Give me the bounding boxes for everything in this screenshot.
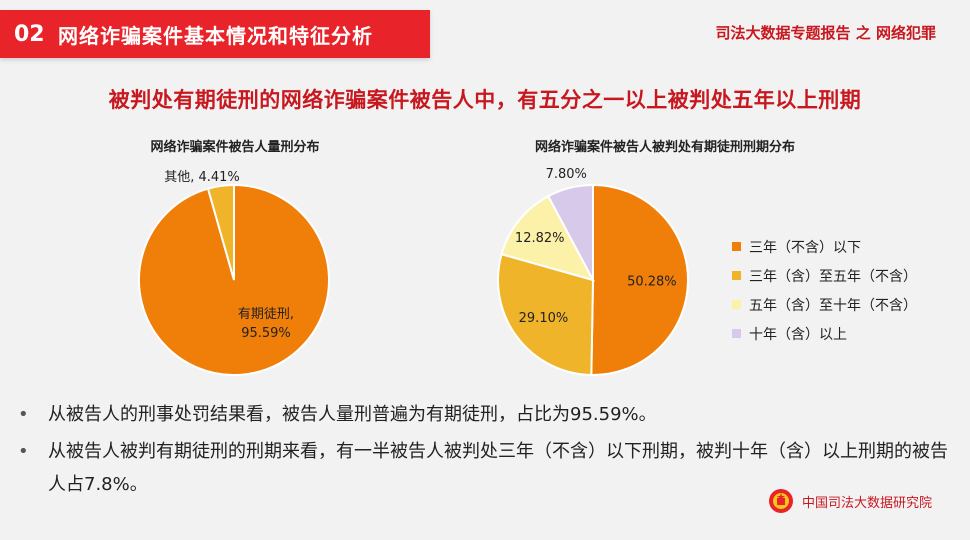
legend-label: 三年（不含）以下 — [749, 239, 861, 256]
bullet-text: 从被告人的刑事处罚结果看，被告人量刑普遍为有期徒刑，占比为95.59%。 — [48, 404, 657, 425]
legend-item: 十年（含）以上 — [732, 319, 917, 348]
bullet-dot-icon: • — [18, 441, 29, 462]
pie-slice — [497, 252, 595, 377]
pie-slice — [206, 183, 235, 281]
headline: 被判处有期徒刑的网络诈骗案件被告人中，有五分之一以上被判处五年以上刑期 — [108, 88, 862, 112]
legend-item: 三年（含）至五年（不含） — [732, 261, 917, 290]
section-number: 02 — [14, 21, 45, 47]
legend-swatch — [732, 271, 741, 280]
bullet-list: • 从被告人的刑事处罚结果看，被告人量刑普遍为有期徒刑，占比为95.59%。 •… — [18, 398, 948, 505]
chart1-title: 网络诈骗案件被告人量刑分布 — [150, 140, 320, 155]
pie-chart-sentencing: 有期徒刑, 95.59% 其他, 4.41% — [138, 170, 330, 376]
legend-label: 五年（含）至十年（不含） — [749, 297, 917, 314]
pie-chart-term-length: 50.28% 29.10% 12.82% 7.80% — [497, 167, 689, 377]
legend-item: 三年（不含）以下 — [732, 232, 917, 261]
pie-slice-value: 95.59% — [241, 326, 291, 341]
bullet-text: 从被告人被判有期徒刑的刑期来看，有一半被告人被判处三年（不含）以下刑期，被判十年… — [48, 441, 948, 495]
chart2-title: 网络诈骗案件被告人被判处有期徒刑刑期分布 — [534, 140, 795, 155]
org-name: 中国司法大数据研究院 — [801, 495, 932, 511]
bullet-item: • 从被告人的刑事处罚结果看，被告人量刑普遍为有期徒刑，占比为95.59%。 — [18, 398, 948, 431]
legend-label: 三年（含）至五年（不含） — [749, 268, 917, 285]
bullet-dot-icon: • — [18, 404, 29, 425]
pie-slice — [546, 183, 594, 281]
pie-slice-label: 有期徒刑, — [238, 307, 294, 322]
court-emblem-icon — [768, 489, 793, 513]
section-header: 02 网络诈骗案件基本情况和特征分析 — [0, 10, 430, 58]
pie-slice-label: 7.80% — [546, 167, 587, 182]
pie-slice — [500, 194, 595, 282]
bullet-item: • 从被告人被判有期徒刑的刑期来看，有一半被告人被判处三年（不含）以下刑期，被判… — [18, 435, 948, 501]
pie-slice-label: 50.28% — [627, 275, 677, 290]
pie-slice-label: 其他, 4.41% — [164, 170, 240, 185]
org-footer: 中国司法大数据研究院 — [768, 488, 932, 514]
pie-slice-label: 29.10% — [519, 311, 569, 326]
legend-label: 十年（含）以上 — [749, 326, 847, 343]
chart2-legend: 三年（不含）以下三年（含）至五年（不含） 五年（含）至十年（不含） 十年（含）以上 — [732, 232, 917, 348]
pie-slice — [590, 183, 689, 376]
pie-slice-label: 12.82% — [515, 231, 565, 246]
report-tag: 司法大数据专题报告 之 网络犯罪 — [715, 24, 936, 42]
legend-item: 五年（含）至十年（不含） — [732, 290, 917, 319]
legend-swatch — [732, 300, 741, 309]
section-title: 网络诈骗案件基本情况和特征分析 — [58, 23, 373, 48]
legend-swatch — [732, 329, 741, 338]
legend-swatch — [732, 242, 741, 251]
